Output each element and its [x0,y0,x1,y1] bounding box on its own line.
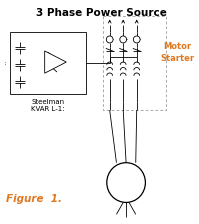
Bar [103,16,166,110]
Circle shape [106,36,113,43]
Text: Figure  1.: Figure 1. [6,194,62,205]
Circle shape [107,163,145,202]
Circle shape [120,36,127,43]
Circle shape [133,36,140,43]
Polygon shape [45,51,66,73]
Text: Motor
Starter: Motor Starter [160,42,194,63]
Text: 3 Phase Power Source: 3 Phase Power Source [36,8,166,18]
Bar [10,32,86,94]
Text: Motor: Motor [110,178,142,187]
Text: Steelman
KVAR L-1:: Steelman KVAR L-1: [31,99,65,112]
